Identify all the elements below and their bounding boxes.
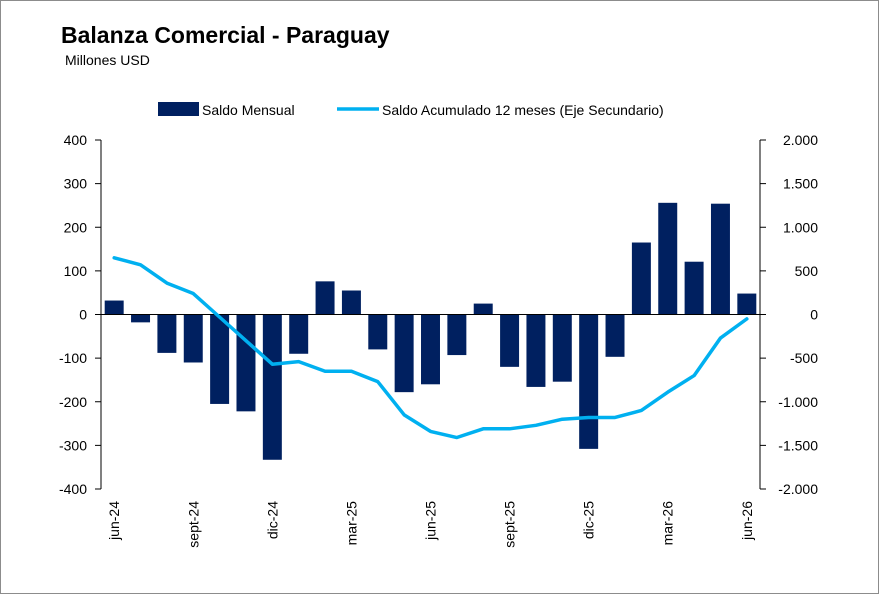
bar-ene-25 [289,314,309,354]
bar-oct-24 [210,314,230,404]
bar-jul-24 [131,314,151,323]
bar-abr-26 [684,261,704,315]
secondary-y-tick-label: -500 [790,350,818,366]
bar-may-26 [710,203,730,315]
bar-sept-25 [500,314,520,367]
bar-feb-25 [315,281,335,315]
secondary-y-tick-label: 2.000 [783,132,818,148]
bar-mar-26 [658,202,678,315]
bar-jun-25 [421,314,440,385]
primary-y-tick-label: -100 [59,350,87,366]
legend-swatch-saldo-mensual [158,102,199,116]
x-tick-label-sept-24: sept-24 [185,501,201,548]
bar-jul-25 [447,314,467,356]
chart-subtitle: Millones USD [65,52,150,68]
bar-dic-25 [579,314,599,449]
x-tick-label-mar-25: mar-25 [343,501,359,546]
bar-jun-24 [104,300,124,315]
secondary-y-tick-label: 1.000 [783,219,818,235]
legend-label-saldo-acumulado: Saldo Acumulado 12 meses (Eje Secundario… [382,102,664,118]
bar-nov-25 [552,314,572,382]
x-tick-label-dic-24: dic-24 [264,501,280,539]
secondary-y-tick-label: 500 [795,263,819,279]
bar-feb-26 [631,242,651,315]
bar-sept-24 [183,314,203,363]
secondary-y-tick-label: 1.500 [783,176,818,192]
primary-y-tick-label: 400 [64,132,88,148]
x-tick-label-mar-26: mar-26 [660,501,676,546]
bar-ago-25 [473,303,493,315]
secondary-y-tick-label: -2.000 [778,481,818,497]
x-tick-label-dic-25: dic-25 [581,501,597,539]
bar-dic-24 [262,314,282,460]
bar-ene-26 [605,314,625,357]
x-tick-label-jun-24: jun-24 [106,501,122,541]
bar-ago-24 [157,314,177,353]
bar-jun-26 [737,293,757,315]
secondary-y-tick-label: -1.000 [778,394,818,410]
primary-y-tick-label: 300 [64,176,88,192]
primary-y-tick-label: -300 [59,437,87,453]
bar-nov-24 [236,314,256,412]
chart-title: Balanza Comercial - Paraguay [61,22,390,48]
primary-y-tick-label: -200 [59,394,87,410]
bar-abr-25 [368,314,388,350]
primary-y-tick-label: -400 [59,481,87,497]
secondary-y-tick-label: -1.500 [778,437,818,453]
x-tick-label-jun-25: jun-25 [423,501,439,541]
legend-label-saldo-mensual: Saldo Mensual [202,102,295,118]
primary-y-tick-label: 200 [64,219,88,235]
secondary-y-tick-label: 0 [810,307,818,323]
bar-oct-25 [526,314,546,387]
bar-may-25 [394,314,414,393]
x-tick-label-jun-26: jun-26 [739,501,755,541]
primary-y-tick-label: 0 [79,307,87,323]
primary-y-tick-label: 100 [64,263,88,279]
x-tick-label-sept-25: sept-25 [502,501,518,548]
bar-mar-25 [341,290,361,315]
